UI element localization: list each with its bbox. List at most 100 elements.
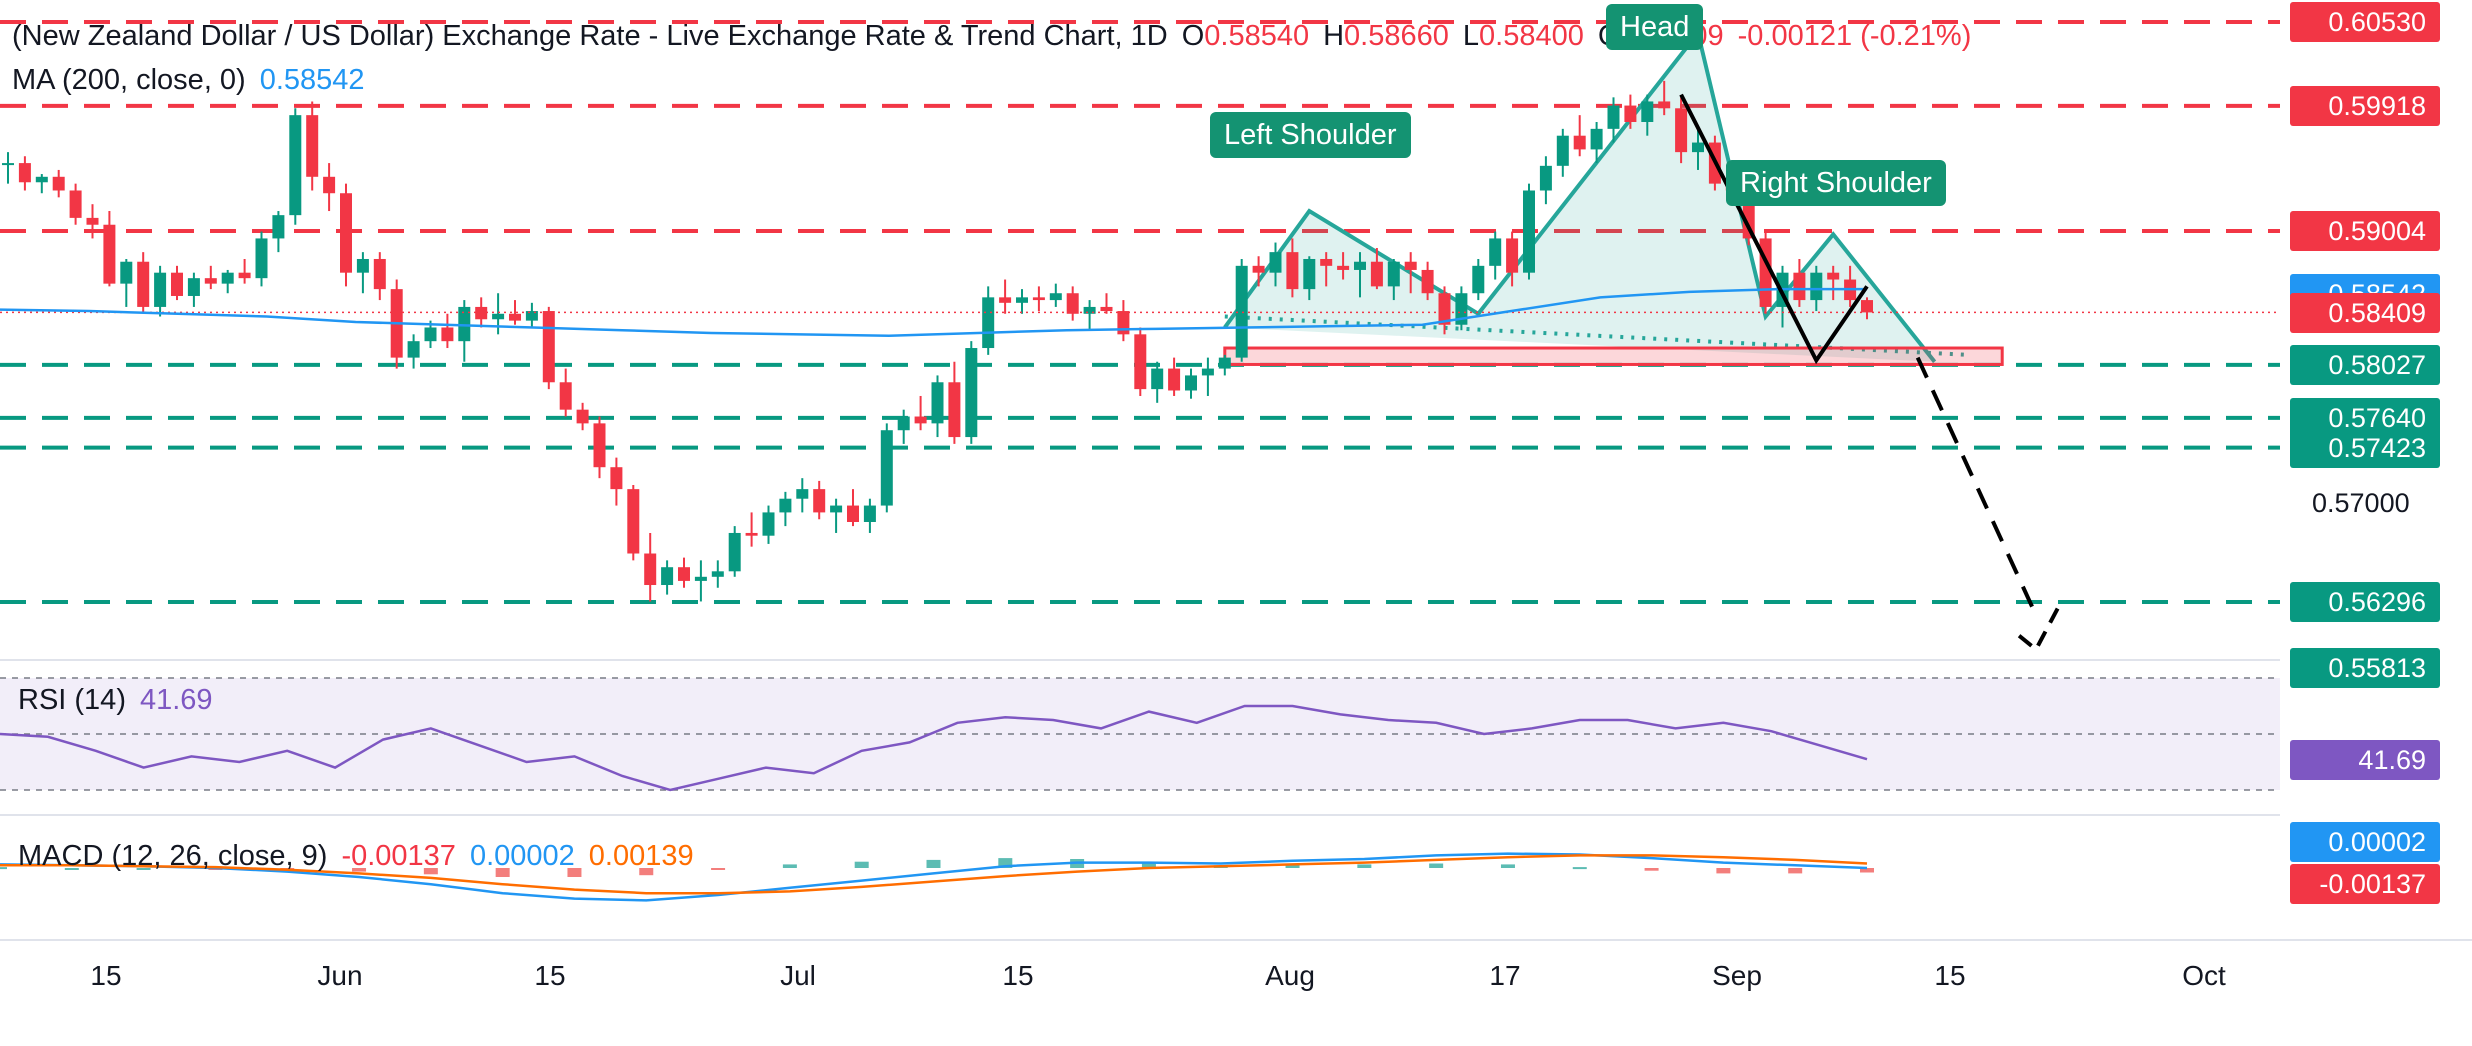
macd-signal-line xyxy=(0,854,1868,895)
candle-body xyxy=(18,163,31,183)
candle-body xyxy=(1337,265,1350,270)
candle-body xyxy=(52,176,65,191)
head-label[interactable]: Head xyxy=(1606,4,1704,50)
ma200-line xyxy=(0,287,1867,337)
candle-body xyxy=(1404,261,1417,270)
candle-body xyxy=(1354,261,1366,270)
candle-body xyxy=(1607,105,1620,129)
candle-body xyxy=(1134,334,1147,390)
candle-body xyxy=(1100,306,1113,312)
macd-hist-bar xyxy=(1429,863,1444,868)
candle-body xyxy=(1523,190,1535,273)
candle-body xyxy=(931,382,944,424)
candle xyxy=(221,269,234,294)
candle-body xyxy=(1370,261,1383,287)
candle xyxy=(1083,300,1096,331)
candle-body xyxy=(1269,252,1282,273)
candle xyxy=(340,183,352,287)
candle xyxy=(661,560,674,595)
candle-body xyxy=(1168,368,1181,391)
right-shoulder-label[interactable]: Right Shoulder xyxy=(1726,160,1946,206)
candle-body xyxy=(1675,108,1688,153)
high-label: H xyxy=(1323,20,1345,52)
low-label: L xyxy=(1462,20,1480,52)
candle xyxy=(1607,97,1620,143)
candle xyxy=(644,532,657,602)
candle xyxy=(1861,297,1873,320)
candle-body xyxy=(407,341,420,358)
time-tick-0: 15 xyxy=(90,960,122,991)
candle xyxy=(458,300,471,362)
macd-hist-bar xyxy=(136,868,151,870)
candle-body xyxy=(492,313,505,320)
rsi-axis-label: 41.69 xyxy=(2290,740,2440,780)
time-tick-6: 17 xyxy=(1489,960,1521,991)
candle-body xyxy=(1032,297,1045,301)
candle-body xyxy=(1083,306,1096,314)
left-shoulder-label[interactable]: Left Shoulder xyxy=(1210,112,1411,158)
candle-body xyxy=(373,258,386,290)
candle xyxy=(1624,94,1637,129)
candle-body xyxy=(627,489,640,554)
macd-hist-bar xyxy=(998,858,1013,868)
candle-body xyxy=(779,498,792,513)
rsi-legend[interactable]: RSI (14) 41.69 xyxy=(18,684,227,717)
candle-body xyxy=(694,576,707,581)
candle-body xyxy=(525,311,538,321)
candle xyxy=(779,491,792,527)
candle xyxy=(1218,354,1231,376)
candle xyxy=(1151,361,1164,403)
candle xyxy=(1506,231,1519,287)
time-tick-8: 15 xyxy=(1934,960,1966,991)
time-tick-3: Jul xyxy=(780,960,816,991)
candle-body xyxy=(1218,357,1231,369)
time-tick-1: Jun xyxy=(317,960,363,991)
candle xyxy=(103,211,116,287)
candle xyxy=(1692,128,1704,170)
candle-body xyxy=(593,423,606,468)
candle xyxy=(171,265,183,301)
candle-body xyxy=(1303,258,1316,290)
candle xyxy=(1523,183,1535,280)
candle-body xyxy=(120,261,133,284)
candle xyxy=(1573,115,1586,157)
candle-body xyxy=(982,297,995,349)
price-label-4: 0.58409 xyxy=(2290,292,2440,333)
price-label-9: 0.55813 xyxy=(2290,648,2440,689)
candle-body xyxy=(863,505,876,522)
candle xyxy=(847,489,859,527)
candle-body xyxy=(1573,135,1586,150)
macd-line-value: 0.00002 xyxy=(469,840,575,872)
candle-body xyxy=(1151,368,1164,390)
candle xyxy=(897,409,910,444)
candle xyxy=(1539,156,1552,205)
candle xyxy=(1252,256,1265,287)
candle-body xyxy=(1201,368,1214,376)
candle xyxy=(1337,252,1350,280)
candle-body xyxy=(1421,269,1434,294)
candle-body xyxy=(1286,252,1299,290)
macd-hist-bar xyxy=(1644,868,1659,871)
chart-title: (New Zealand Dollar / US Dollar) Exchang… xyxy=(12,20,1168,52)
candle-body xyxy=(1320,258,1333,266)
candle xyxy=(1421,261,1434,301)
macd-hist-bar xyxy=(711,868,726,870)
candle-body xyxy=(1692,142,1704,153)
macd-hist-bar xyxy=(1357,864,1372,868)
macd-legend[interactable]: MACD (12, 26, close, 9) -0.00137 0.00002 0.… xyxy=(18,840,708,873)
candle xyxy=(1354,252,1366,298)
candle-body xyxy=(1185,375,1197,391)
rsi-line xyxy=(0,704,1868,792)
candle xyxy=(1489,231,1502,280)
candle-body xyxy=(1810,272,1823,301)
candle-body xyxy=(441,327,454,342)
macd-hist-bar xyxy=(423,868,438,875)
candle xyxy=(1066,286,1079,321)
ma-legend[interactable]: MA (200, close, 0) 0.58542 xyxy=(12,64,379,97)
candle-body xyxy=(1049,293,1062,301)
candle xyxy=(1235,258,1248,362)
candle xyxy=(1370,248,1383,290)
candle-body xyxy=(1117,311,1130,335)
candle-body xyxy=(103,224,116,284)
